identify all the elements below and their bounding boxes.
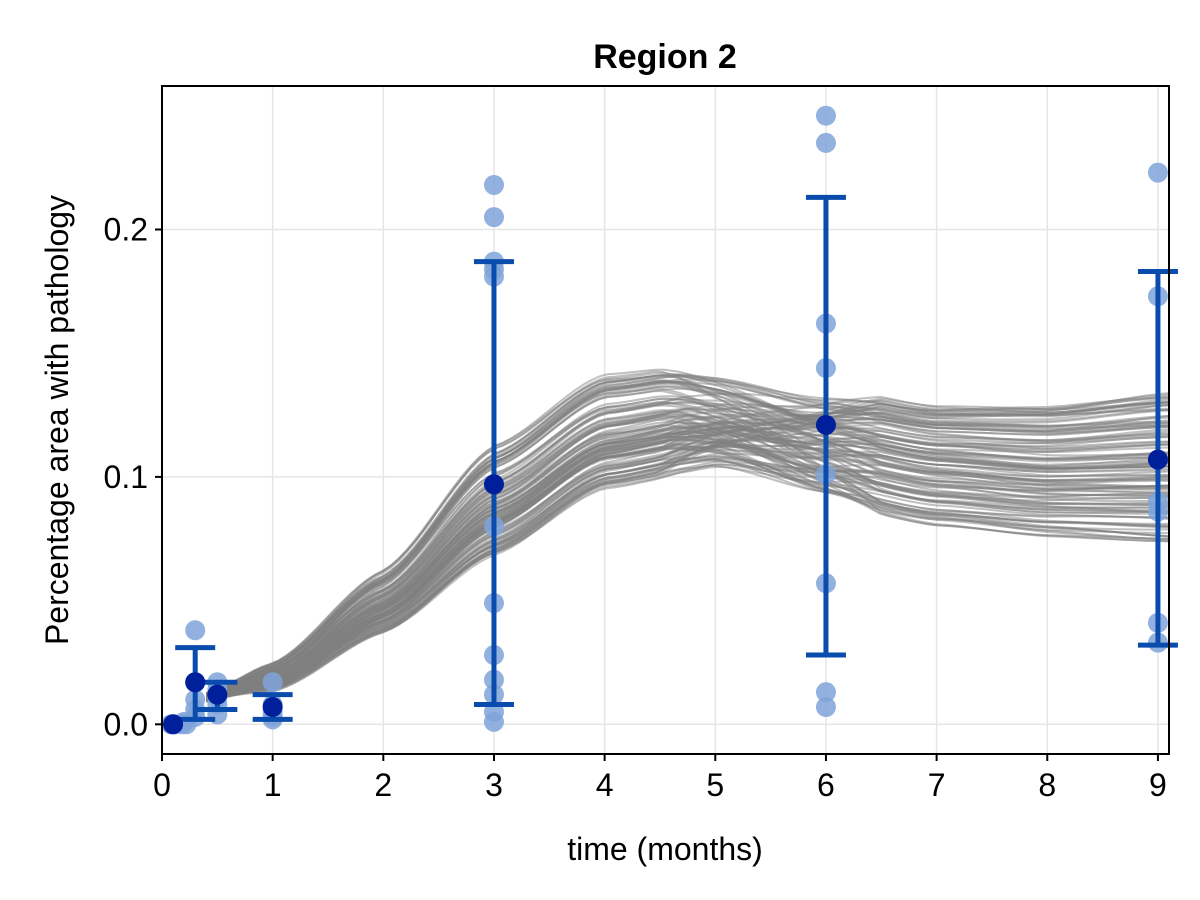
x-axis-label: time (months) xyxy=(567,831,763,867)
posterior-curve xyxy=(206,421,1170,698)
plot-frame xyxy=(161,85,1170,755)
x-tick-label: 1 xyxy=(264,767,282,803)
y-tick-label: 0.0 xyxy=(104,706,148,742)
x-tick-label: 6 xyxy=(817,767,835,803)
posterior-curve xyxy=(206,416,1170,699)
posterior-curve xyxy=(206,444,1170,697)
x-tick-label: 8 xyxy=(1038,767,1056,803)
observation-point xyxy=(815,696,836,717)
x-tick-label: 3 xyxy=(485,767,503,803)
mean-point xyxy=(185,672,206,693)
x-tick-label: 0 xyxy=(153,767,171,803)
observation-point xyxy=(483,207,504,228)
posterior-curve xyxy=(206,455,1170,696)
mean-point xyxy=(207,684,228,705)
mean-point xyxy=(163,714,184,735)
observation-point xyxy=(1147,162,1168,183)
posterior-curves xyxy=(205,368,1170,703)
observation-point xyxy=(815,682,836,703)
posterior-curve xyxy=(206,460,1170,701)
x-tick-label: 4 xyxy=(596,767,614,803)
x-axis: 0 1 2 3 4 5 6 7 8 9 xyxy=(153,754,1167,803)
x-tick-label: 5 xyxy=(706,767,724,803)
observation-point xyxy=(483,174,504,195)
x-tick-label: 2 xyxy=(374,767,392,803)
y-axis-label: Percentage area with pathology xyxy=(39,195,75,645)
posterior-curve xyxy=(206,447,1170,701)
posterior-curve xyxy=(206,435,1170,697)
posterior-curve xyxy=(206,411,1170,698)
mean-point xyxy=(262,696,283,717)
mean-points xyxy=(163,414,1168,735)
observation-point xyxy=(815,132,836,153)
y-axis: 0.0 0.1 0.2 xyxy=(104,211,162,742)
posterior-curve xyxy=(206,456,1170,697)
posterior-curve xyxy=(205,374,1170,696)
chart-title: Region 2 xyxy=(593,38,737,76)
observation-point xyxy=(185,620,206,641)
observation-point xyxy=(483,711,504,732)
x-tick-label: 9 xyxy=(1149,767,1167,803)
observation-point xyxy=(262,672,283,693)
x-tick-label: 7 xyxy=(928,767,946,803)
y-tick-label: 0.2 xyxy=(104,211,148,247)
posterior-curve xyxy=(206,418,1170,703)
posterior-curve xyxy=(206,439,1170,698)
mean-point xyxy=(815,414,836,435)
mean-point xyxy=(1147,449,1168,470)
y-tick-label: 0.1 xyxy=(104,459,148,495)
observation-point xyxy=(815,105,836,126)
posterior-curve xyxy=(206,378,1170,700)
posterior-curve xyxy=(206,387,1170,699)
mean-point xyxy=(483,474,504,495)
